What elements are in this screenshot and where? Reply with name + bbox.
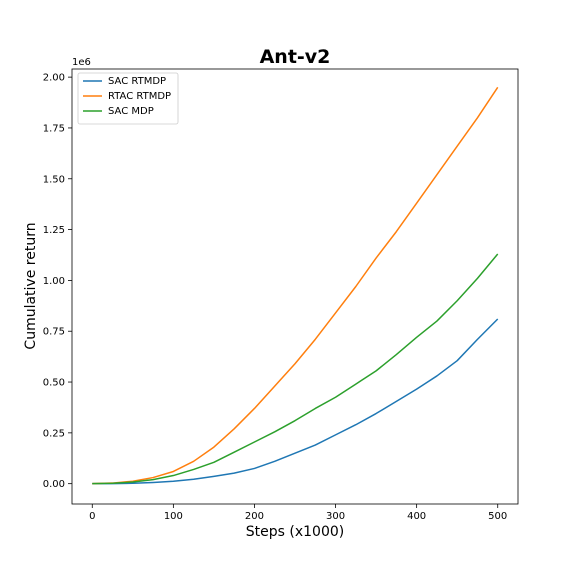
legend-label: SAC RTMDP <box>108 76 166 87</box>
y-tick-label: 0.75 <box>43 327 65 338</box>
series-line-2 <box>92 253 499 485</box>
legend-label: SAC MDP <box>108 106 154 117</box>
y-axis: 0.00 0.25 0.50 0.75 1.00 1.25 1.50 1.75 2.00 <box>43 73 72 490</box>
y-axis-label: Cumulative return <box>23 222 39 349</box>
x-tick-label: 0 <box>89 511 95 522</box>
x-tick-label: 400 <box>407 511 426 522</box>
legend: SAC RTMDP RTAC RTMDP SAC MDP <box>77 72 179 125</box>
x-axis: 0 100 200 300 400 500 <box>89 504 507 522</box>
x-axis-label: Steps (x1000) <box>246 524 344 540</box>
y-tick-label: 0.25 <box>43 428 65 439</box>
x-tick-label: 500 <box>488 511 507 522</box>
legend-box <box>77 72 179 125</box>
legend-label: RTAC RTMDP <box>108 91 171 102</box>
x-tick-label: 100 <box>164 511 183 522</box>
chart-title: Ant-v2 <box>260 46 331 68</box>
y-tick-label: 0.50 <box>43 378 65 389</box>
x-tick-label: 200 <box>245 511 264 522</box>
series-line-0 <box>92 318 499 485</box>
y-tick-label: 1.00 <box>43 276 65 287</box>
y-offset-label: 1e6 <box>72 57 91 68</box>
x-tick-label: 300 <box>326 511 345 522</box>
y-tick-label: 0.00 <box>43 479 65 490</box>
y-tick-label: 1.25 <box>43 225 65 236</box>
plot-frame <box>71 68 519 505</box>
y-tick-label: 1.75 <box>43 123 65 134</box>
plot-lines <box>92 86 499 485</box>
y-tick-label: 1.50 <box>43 174 65 185</box>
y-tick-label: 2.00 <box>43 73 65 84</box>
series-line-1 <box>92 86 499 485</box>
